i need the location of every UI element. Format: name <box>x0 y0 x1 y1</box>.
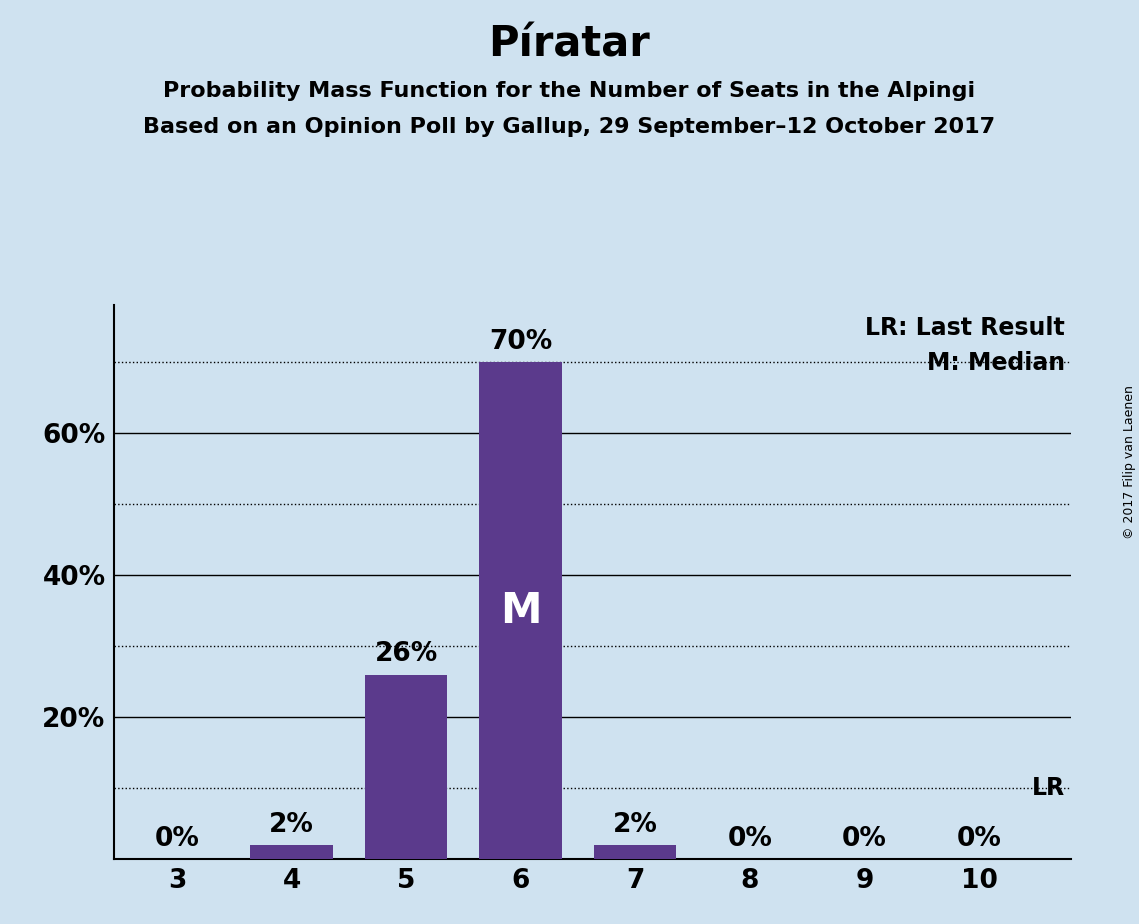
Text: Píratar: Píratar <box>489 23 650 65</box>
Bar <box>251 845 333 859</box>
Text: LR: LR <box>1032 776 1065 800</box>
Text: M: Median: M: Median <box>927 351 1065 375</box>
Text: 0%: 0% <box>957 826 1001 852</box>
Text: 70%: 70% <box>489 329 552 355</box>
Text: 0%: 0% <box>728 826 772 852</box>
Text: © 2017 Filip van Laenen: © 2017 Filip van Laenen <box>1123 385 1137 539</box>
Bar <box>480 362 562 859</box>
Text: 26%: 26% <box>375 641 437 667</box>
Bar <box>595 845 677 859</box>
Text: 2%: 2% <box>613 812 657 838</box>
Text: 0%: 0% <box>842 826 887 852</box>
Text: M: M <box>500 590 541 631</box>
Text: 2%: 2% <box>269 812 314 838</box>
Text: Based on an Opinion Poll by Gallup, 29 September–12 October 2017: Based on an Opinion Poll by Gallup, 29 S… <box>144 117 995 138</box>
Text: Probability Mass Function for the Number of Seats in the Alpingi: Probability Mass Function for the Number… <box>163 81 976 102</box>
Text: LR: Last Result: LR: Last Result <box>866 316 1065 340</box>
Bar <box>364 675 448 859</box>
Text: 0%: 0% <box>155 826 199 852</box>
